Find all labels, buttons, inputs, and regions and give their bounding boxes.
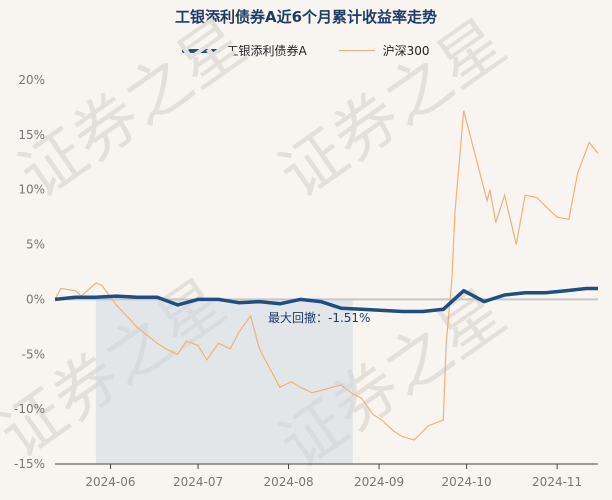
y-tick-label: -10%: [14, 402, 45, 416]
y-tick-label: -15%: [14, 457, 45, 471]
watermark-text: 证券之星: [267, 6, 519, 213]
y-tick-label: 5%: [26, 238, 45, 252]
y-tick-label: 20%: [18, 73, 45, 87]
y-tick-label: 10%: [18, 183, 45, 197]
y-tick-label: 15%: [18, 128, 45, 142]
max-drawdown-label: 最大回撤：-1.51%: [268, 310, 370, 325]
y-tick-label: -5%: [22, 347, 45, 361]
legend-item-fund[interactable]: 工银添利债券A: [182, 42, 307, 59]
x-tick-label: 2024-06: [85, 475, 135, 489]
x-tick-label: 2024-11: [532, 475, 582, 489]
drawdown-region: [95, 299, 353, 464]
chart-title: 工银添利债券A近6个月累计收益率走势: [174, 8, 438, 26]
legend: 工银添利债券A 沪深300: [0, 42, 612, 59]
legend-label-fund: 工银添利债券A: [226, 44, 307, 58]
x-axis-ticks: 2024-06 2024-07 2024-08 2024-09 2024-10 2024-…: [85, 464, 582, 489]
x-tick-label: 2024-10: [442, 475, 492, 489]
y-tick-label: 0%: [26, 292, 45, 306]
series-line-fund: [54, 286, 598, 314]
x-tick-label: 2024-09: [354, 475, 404, 489]
series-line-hs300: [54, 110, 599, 441]
legend-label-hs300: 沪深300: [382, 44, 430, 58]
x-tick-label: 2024-07: [173, 475, 223, 489]
legend-swatch-fund: [182, 48, 219, 53]
legend-item-hs300[interactable]: 沪深300: [338, 42, 430, 59]
legend-swatch-hs300: [338, 49, 375, 52]
y-axis: 20% 15% 10% 5% 0% -5% -10% -15%: [14, 73, 45, 471]
x-tick-label: 2024-08: [263, 475, 313, 489]
